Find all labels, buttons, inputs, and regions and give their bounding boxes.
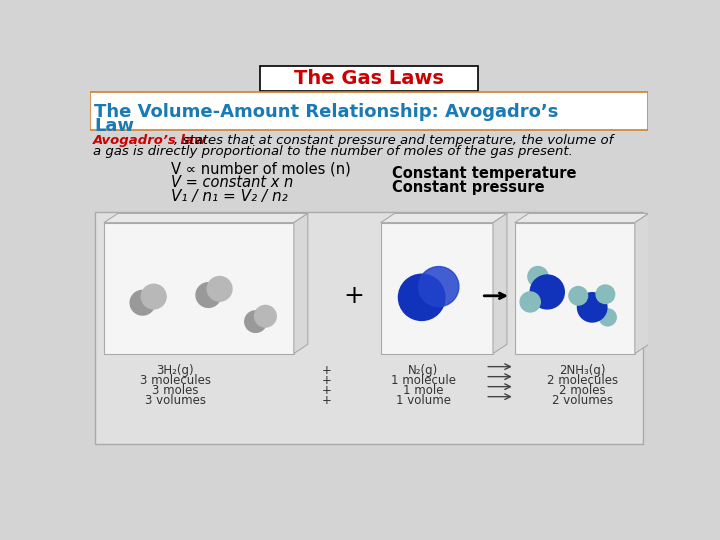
Polygon shape	[493, 213, 507, 354]
Text: Constant temperature: Constant temperature	[392, 166, 577, 181]
FancyBboxPatch shape	[96, 212, 642, 444]
Text: The Volume-Amount Relationship: Avogadro’s: The Volume-Amount Relationship: Avogadro…	[94, 103, 558, 122]
Polygon shape	[294, 213, 307, 354]
Text: Law: Law	[94, 117, 134, 135]
Circle shape	[577, 293, 607, 322]
Circle shape	[520, 292, 540, 312]
Polygon shape	[104, 213, 307, 222]
Circle shape	[530, 275, 564, 309]
FancyBboxPatch shape	[90, 92, 648, 130]
Bar	[104, 222, 294, 354]
Circle shape	[255, 306, 276, 327]
Text: +: +	[321, 363, 331, 376]
Circle shape	[569, 287, 588, 305]
Text: N₂(g): N₂(g)	[408, 363, 438, 376]
Text: +: +	[321, 394, 331, 407]
Text: 3 moles: 3 moles	[152, 383, 199, 396]
FancyBboxPatch shape	[260, 66, 478, 91]
Text: a gas is directly proportional to the number of moles of the gas present.: a gas is directly proportional to the nu…	[93, 145, 573, 158]
Text: V₁ / n₁ = V₂ / n₂: V₁ / n₁ = V₂ / n₂	[171, 189, 288, 204]
Circle shape	[245, 311, 266, 333]
Bar	[381, 222, 493, 354]
Text: , states that at constant pressure and temperature, the volume of: , states that at constant pressure and t…	[174, 134, 613, 147]
Text: 2 moles: 2 moles	[559, 383, 606, 396]
Circle shape	[196, 283, 221, 307]
Text: V = constant x n: V = constant x n	[171, 175, 294, 190]
Circle shape	[398, 274, 445, 320]
Text: 2 volumes: 2 volumes	[552, 394, 613, 407]
Circle shape	[596, 285, 615, 303]
Polygon shape	[635, 213, 649, 354]
Polygon shape	[381, 213, 507, 222]
Text: +: +	[321, 383, 331, 396]
Text: 2 molecules: 2 molecules	[546, 374, 618, 387]
Circle shape	[141, 284, 166, 309]
Text: V ∝ number of moles (n): V ∝ number of moles (n)	[171, 162, 351, 177]
Text: 1 volume: 1 volume	[396, 394, 451, 407]
Text: Avogadro’s law: Avogadro’s law	[93, 134, 207, 147]
Text: Constant pressure: Constant pressure	[392, 180, 545, 195]
Text: +: +	[343, 284, 364, 308]
Circle shape	[599, 309, 616, 326]
Text: 2NH₃(g): 2NH₃(g)	[559, 363, 606, 376]
Text: 1 molecule: 1 molecule	[391, 374, 456, 387]
Text: 3H₂(g): 3H₂(g)	[156, 363, 194, 376]
Circle shape	[130, 291, 155, 315]
Polygon shape	[515, 213, 649, 222]
Circle shape	[528, 267, 548, 287]
Circle shape	[207, 276, 232, 301]
Text: The Gas Laws: The Gas Laws	[294, 69, 444, 88]
Text: 3 volumes: 3 volumes	[145, 394, 206, 407]
Text: 1 mole: 1 mole	[403, 383, 444, 396]
Text: 3 molecules: 3 molecules	[140, 374, 211, 387]
Circle shape	[418, 267, 459, 307]
Text: +: +	[321, 374, 331, 387]
Bar	[515, 222, 635, 354]
